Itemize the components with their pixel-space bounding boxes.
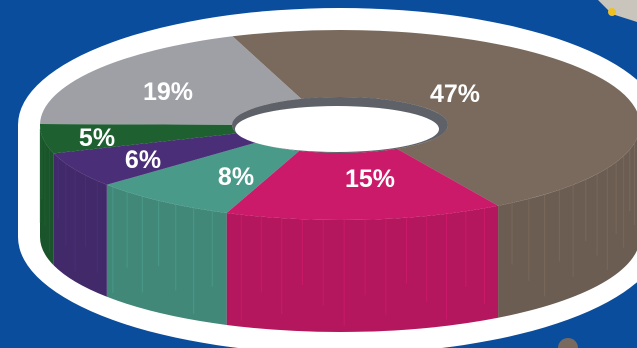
donut-hole-center <box>235 106 439 152</box>
slice-top-2 <box>106 142 300 213</box>
slice-wall-3 <box>53 153 107 297</box>
slice-top-0 <box>232 30 637 206</box>
slice-top-3 <box>53 133 257 185</box>
donut-hole <box>232 97 448 153</box>
slice-wall-0 <box>498 138 637 318</box>
slice-label-3: 6% <box>125 146 161 174</box>
slice-label-4: 5% <box>79 124 115 152</box>
slice-label-0: 47% <box>430 80 480 108</box>
slice-labels: 47% 15% 8% 6% 5% 19% <box>79 78 480 193</box>
donut-side-walls <box>39 125 637 333</box>
legend-marker-icon <box>558 338 578 348</box>
slice-top-1 <box>226 148 499 220</box>
slice-wall-1 <box>226 205 499 333</box>
donut-top-slices <box>39 30 637 220</box>
slice-label-1: 15% <box>345 165 395 193</box>
slice-wall-2 <box>106 184 227 325</box>
slice-label-5: 19% <box>143 78 193 106</box>
corner-decoration-icon <box>598 0 637 22</box>
slice-top-4 <box>39 124 237 154</box>
slice-wall-4 <box>40 125 54 266</box>
slice-label-2: 8% <box>218 163 254 191</box>
slice-top-5 <box>40 36 302 125</box>
